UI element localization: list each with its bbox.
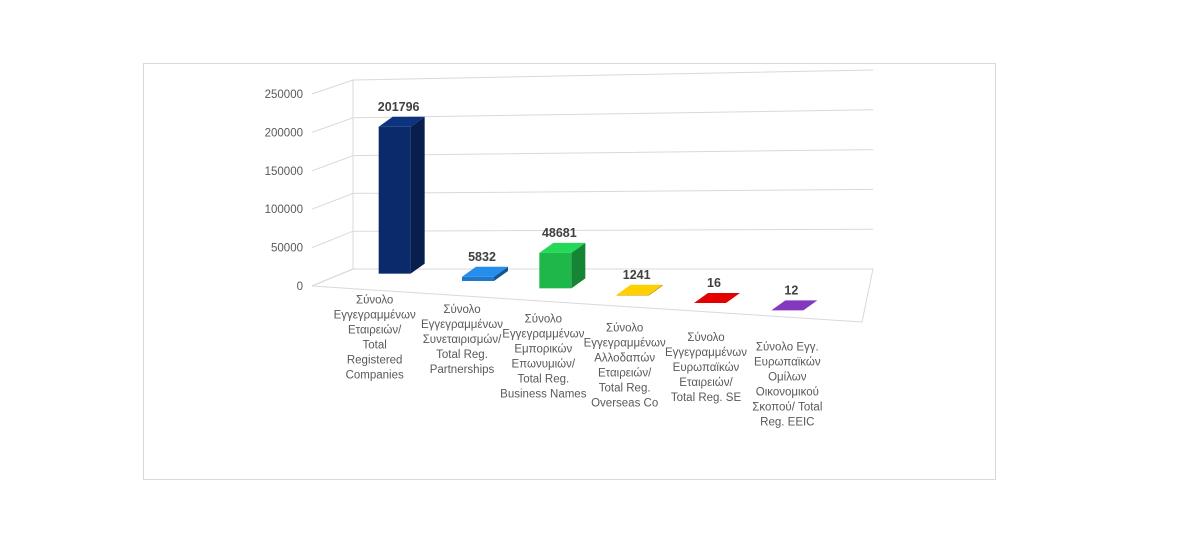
chart-frame: 0 50000 100000 150000 200000 250000 201796 583…	[143, 63, 996, 480]
data-label: 12	[784, 283, 798, 297]
category-label: Σύνολο Εγγεγραμμένων Εταιρειών/Total Regist…	[334, 295, 416, 382]
gridline	[311, 69, 874, 95]
category-label: Σύνολο Εγγ. Ευρωπαϊκών Ομίλων Οικονομικού Σκ…	[752, 341, 822, 428]
bar-top	[771, 300, 818, 311]
category-label-line: Σύνολο	[525, 313, 562, 325]
category-label-line: Total Reg.	[599, 383, 651, 395]
category-label-line: Επωνυμιών/	[512, 358, 576, 370]
category-label: Σύνολο Εγγεγραμμένων Ευρωπαϊκών Εταιρειών/T…	[665, 332, 747, 404]
data-labels: 201796 5832 48681 1241 16 12	[378, 100, 799, 298]
category-label-line: Εταιρειών/	[348, 325, 402, 337]
category-label-line: Registered	[347, 355, 403, 367]
data-label: 16	[707, 276, 721, 290]
category-label-line: Συνεταιρισμών/	[423, 334, 502, 346]
bar-side	[494, 266, 508, 281]
y-tick-label: 0	[297, 281, 303, 293]
category-label-line: Εμπορικών	[514, 343, 572, 355]
category-label-line: Εγγεγραμμένων	[421, 319, 503, 331]
bar-side	[648, 284, 663, 296]
bar-top	[378, 116, 425, 127]
data-label: 1241	[623, 268, 651, 282]
category-label-line: Total Reg.	[517, 373, 569, 385]
data-label: 48681	[542, 226, 577, 240]
category-label-line: Σκοπού/ Total	[752, 401, 822, 413]
bar	[539, 252, 572, 289]
category-label: Σύνολο Εγγεγραμμένων Συνεταιρισμών/Total R…	[421, 304, 503, 376]
category-label-line: Εγγεγραμμένων	[665, 347, 747, 359]
category-label-line: Business Names	[500, 388, 587, 400]
category-label-line: Ευρωπαϊκών	[673, 362, 740, 374]
category-label-line: Εταιρειών/	[679, 377, 733, 389]
y-tick-label: 50000	[271, 243, 303, 255]
gridline	[311, 188, 874, 210]
category-label-line: Ευρωπαϊκών	[754, 356, 821, 368]
category-label-line: Ομίλων	[768, 371, 807, 383]
category-label: Σύνολο Εγγεγραμμένων Εμπορικών Επωνυμιών/To…	[500, 313, 587, 400]
gridline	[311, 228, 874, 249]
category-label-line: Σύνολο	[687, 332, 724, 344]
category-label-line: Σύνολο Εγγ.	[756, 341, 819, 353]
bar-side	[726, 292, 740, 303]
bar-top	[616, 284, 663, 295]
category-label-line: Εγγεγραμμένων	[502, 328, 584, 340]
y-tick-label: 150000	[265, 166, 303, 178]
category-label-line: Partnerships	[430, 364, 495, 376]
category-label-line: Εγγεγραμμένων	[584, 338, 666, 350]
gridline	[311, 109, 874, 133]
category-label-line: Reg. EEIC	[760, 416, 814, 428]
y-tick-label: 100000	[265, 204, 303, 216]
category-label-line: Total	[363, 340, 387, 352]
data-label: 5832	[468, 250, 496, 264]
bar-top	[539, 242, 586, 253]
bar	[616, 294, 649, 296]
category-label-line: Companies	[346, 370, 404, 382]
category-label-line: Overseas Co	[591, 398, 658, 410]
bar-top	[694, 292, 740, 303]
chart-back-wall	[311, 80, 354, 287]
data-label: 201796	[378, 100, 420, 114]
bar-top	[462, 266, 508, 277]
category-label: Σύνολο Εγγεγραμμένων Αλλοδαπών Εταιρειών/To…	[584, 323, 666, 410]
bar	[462, 276, 494, 281]
bar-side	[803, 300, 818, 311]
category-label-line: Σύνολο	[606, 323, 643, 335]
y-tick-label: 200000	[265, 127, 303, 139]
gridline	[311, 149, 874, 172]
category-label-line: Οικονομικού	[756, 386, 819, 398]
bars	[378, 116, 818, 311]
side-wall-edge	[311, 80, 354, 287]
category-label-line: Total Reg.	[436, 349, 488, 361]
category-label-line: Σύνολο	[356, 295, 393, 307]
category-label-line: Αλλοδαπών	[594, 353, 655, 365]
gridlines	[311, 69, 874, 287]
category-label-line: Εγγεγραμμένων	[334, 310, 416, 322]
category-label-line: Total Reg. SE	[671, 392, 742, 404]
gridline	[311, 268, 873, 287]
bar-side	[571, 242, 586, 289]
y-axis-tick-labels: 0 50000 100000 150000 200000 250000	[265, 89, 303, 293]
y-tick-label: 250000	[265, 89, 303, 101]
category-labels: Σύνολο Εγγεγραμμένων Εταιρειών/Total Regist…	[334, 295, 823, 429]
bar-chart: 0 50000 100000 150000 200000 250000 201796 583…	[265, 69, 874, 429]
category-label-line: Σύνολο	[443, 304, 480, 316]
bar-side	[410, 116, 425, 274]
category-label-line: Εταιρειών/	[598, 368, 652, 380]
bar	[378, 126, 411, 274]
